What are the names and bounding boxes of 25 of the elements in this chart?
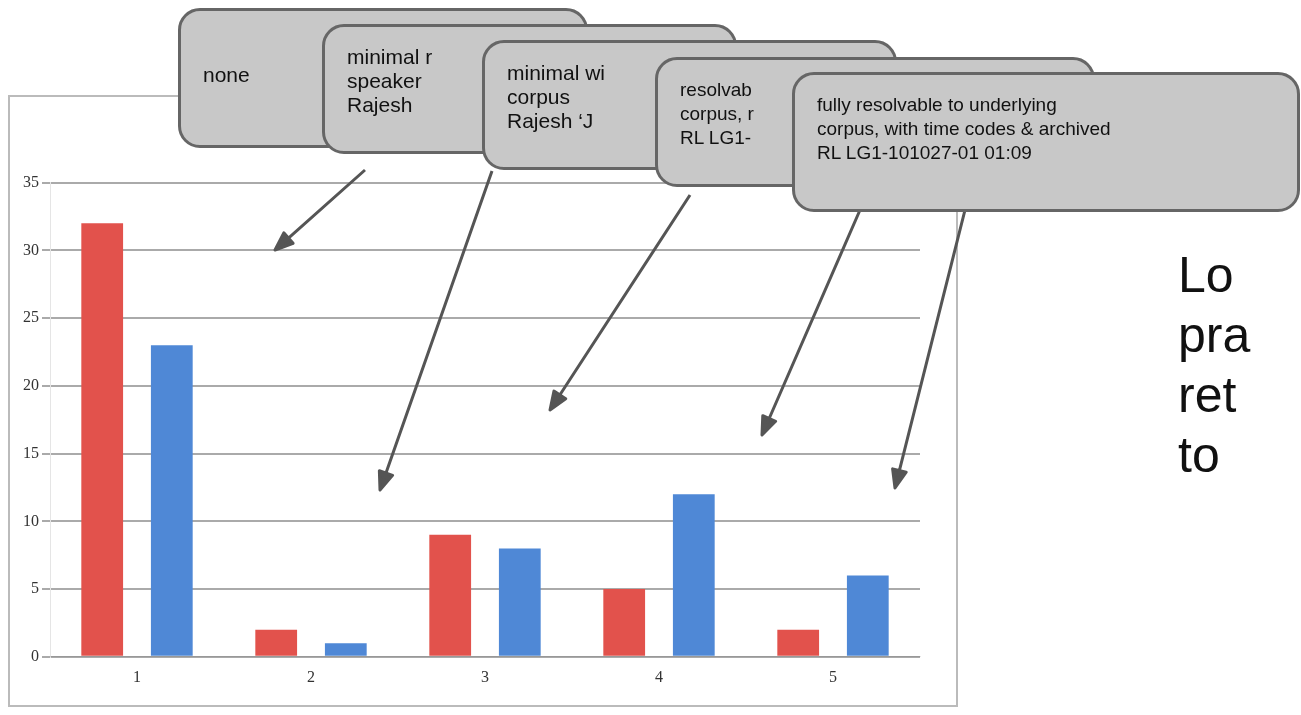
x-tick-label: 4 xyxy=(655,667,663,685)
bar xyxy=(324,643,367,656)
y-tick-label: 20 xyxy=(23,376,39,394)
y-tick-label: 15 xyxy=(23,443,39,461)
y-tick-label: 0 xyxy=(31,647,39,664)
bar xyxy=(429,534,472,656)
bar xyxy=(81,223,124,656)
bar xyxy=(777,629,820,656)
bar xyxy=(150,345,193,656)
x-tick-label: 1 xyxy=(133,667,141,685)
y-tick-label: 10 xyxy=(23,511,39,529)
text: Lo pra ret to xyxy=(1178,246,1251,485)
x-tick-label: 2 xyxy=(307,667,315,685)
y-tick-label: 30 xyxy=(23,240,39,258)
bar xyxy=(255,629,298,656)
y-tick-label: 35 xyxy=(23,172,39,190)
bar xyxy=(603,589,646,656)
x-tick-label: 3 xyxy=(481,667,489,685)
callout-box: fully resolvable to underlying corpus, with time codes & archived RL LG1-101027-01 01:09 xyxy=(792,72,1300,212)
y-tick-label: 25 xyxy=(23,308,39,326)
y-tick-label: 5 xyxy=(31,579,39,597)
x-tick-label: 5 xyxy=(829,667,837,685)
bar xyxy=(672,494,715,656)
bar xyxy=(498,548,541,656)
bar xyxy=(846,575,889,656)
